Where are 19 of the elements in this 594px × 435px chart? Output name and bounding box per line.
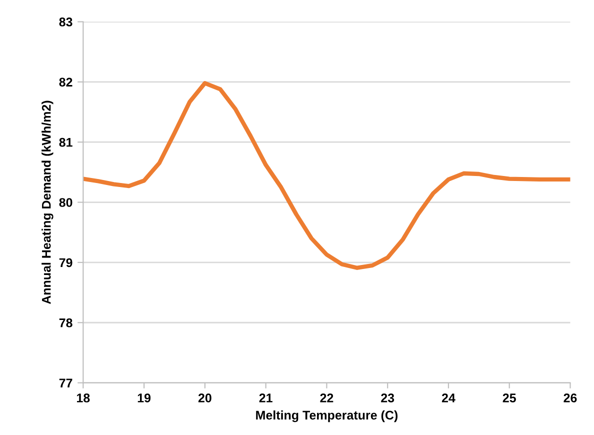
x-tick-label: 22 bbox=[320, 394, 334, 402]
x-tick-label: 18 bbox=[76, 394, 90, 402]
y-tick-label: 82 bbox=[59, 78, 72, 87]
line-series bbox=[83, 81, 570, 270]
x-tick-label: 23 bbox=[381, 394, 394, 402]
x-tick-label: 19 bbox=[138, 394, 151, 402]
y-tick-label: 81 bbox=[59, 138, 72, 147]
x-tick-label: 24 bbox=[442, 394, 456, 402]
y-tick-label: 80 bbox=[59, 198, 72, 207]
x-tick-label: 21 bbox=[259, 394, 272, 402]
y-axis-title: Annual Heating Demand (kWh/m2) bbox=[42, 100, 54, 304]
y-tick-label: 83 bbox=[59, 18, 72, 26]
x-tick-label: 25 bbox=[502, 394, 516, 402]
y-tick-label: 79 bbox=[59, 258, 72, 268]
x-tick-label: 20 bbox=[198, 394, 212, 402]
y-tick-label: 77 bbox=[59, 378, 72, 388]
y-tick-label: 78 bbox=[59, 318, 72, 328]
x-axis-title: Melting Temperature (C) bbox=[256, 410, 398, 422]
x-tick-label: 26 bbox=[564, 394, 577, 402]
